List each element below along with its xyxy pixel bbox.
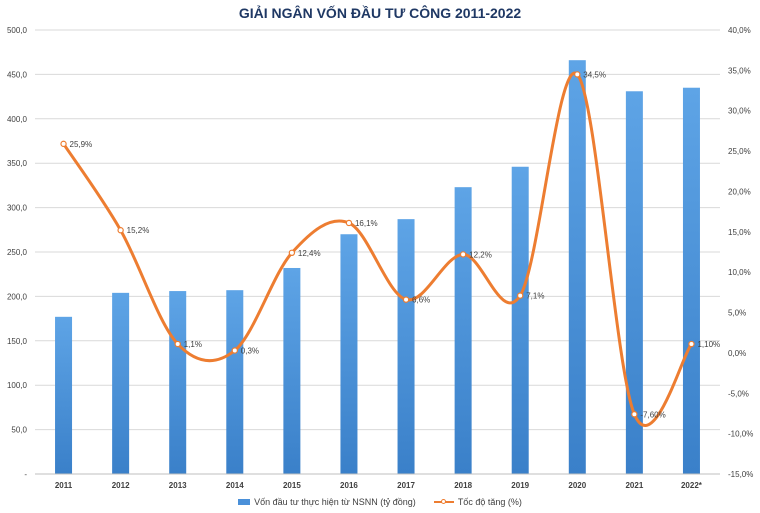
x-tick-label: 2017 <box>397 481 415 490</box>
x-tick-label: 2019 <box>511 481 529 490</box>
bar <box>454 187 472 474</box>
line-marker <box>517 292 524 299</box>
data-label: 12,2% <box>469 250 492 259</box>
y-right-tick-label: 5,0% <box>728 309 746 318</box>
data-labels: 25,9% 15,2% 1,1% 0,3% 12,4% 16,1% 6,6% 12,2% 7,1… <box>70 70 721 419</box>
y-right-tick-label: 10,0% <box>728 268 751 277</box>
line-marker <box>60 140 67 148</box>
line-marker <box>459 251 467 258</box>
chart-title: GIẢI NGÂN VỐN ĐẦU TƯ CÔNG 2011-2022 <box>238 5 522 21</box>
y-left-tick-label: 150,0 <box>7 337 28 346</box>
y-right-tick-label: 35,0% <box>728 66 751 75</box>
y-right-tick-label: 0,0% <box>728 349 746 358</box>
bar <box>226 290 244 474</box>
line-marker <box>288 249 296 257</box>
bar <box>397 219 415 474</box>
y-right-tick-label: -10,0% <box>728 430 753 439</box>
x-tick-label: 2011 <box>55 481 73 490</box>
y-left-tick-label: 100,0 <box>7 381 28 390</box>
y-left-tick-label: 50,0 <box>11 426 27 435</box>
x-tick-label: 2021 <box>625 481 643 490</box>
bar <box>340 234 358 474</box>
x-tick-label: 2022* <box>681 481 703 490</box>
axes: - 50,0 100,0 150,0 200,0 250,0 300,0 350,0 400,0… <box>7 26 753 490</box>
data-label: 1,1% <box>184 340 202 349</box>
data-label: 6,6% <box>412 296 430 305</box>
data-label: 12,4% <box>298 249 321 258</box>
y-left-tick-label: 250,0 <box>7 248 28 257</box>
bar <box>568 60 586 474</box>
legend-line-swatch <box>433 499 454 504</box>
y-right-tick-label: 15,0% <box>728 228 751 237</box>
legend-item-bar: Vốn đầu tư thực hiện từ NSNN (tỷ đồng) <box>238 497 416 507</box>
data-label: 16,1% <box>355 219 378 228</box>
x-tick-label: 2013 <box>169 481 187 490</box>
bar-series <box>55 60 700 474</box>
line-marker <box>117 227 124 234</box>
y-left-tick-label: 300,0 <box>7 204 28 213</box>
x-tick-label: 2018 <box>454 481 472 490</box>
line-marker <box>402 296 410 303</box>
y-right-tick-label: -15,0% <box>728 470 753 479</box>
y-right-tick-label: 20,0% <box>728 187 751 196</box>
line-marker <box>345 219 353 227</box>
data-label: 7,1% <box>526 292 544 301</box>
x-tick-label: 2020 <box>568 481 586 490</box>
bar <box>112 292 130 474</box>
line-marker <box>631 411 638 418</box>
y-left-tick-label: 500,0 <box>7 26 28 35</box>
legend-bar-swatch <box>238 499 251 505</box>
y-left-tick-label: 200,0 <box>7 292 28 301</box>
bar <box>625 91 643 474</box>
growth-rate-line <box>62 71 693 427</box>
bar <box>283 267 301 474</box>
bar <box>511 166 529 474</box>
y-left-tick-label: - <box>24 470 27 479</box>
x-tick-label: 2016 <box>340 481 358 490</box>
legend-bar-label: Vốn đầu tư thực hiện từ NSNN (tỷ đồng) <box>254 497 416 507</box>
line-series <box>60 71 695 427</box>
legend-item-line: Tốc độ tăng (%) <box>433 497 522 507</box>
x-tick-label: 2015 <box>283 481 301 490</box>
data-label: 15,2% <box>127 226 150 235</box>
data-label: 0,3% <box>241 346 259 355</box>
x-tick-label: 2014 <box>226 481 244 490</box>
bar <box>682 87 700 474</box>
y-right-tick-label: 25,0% <box>728 147 751 156</box>
data-label: 25,9% <box>70 140 93 149</box>
x-tick-label: 2012 <box>112 481 130 490</box>
line-marker <box>174 340 181 348</box>
data-label: -7,60% <box>640 410 665 419</box>
y-left-tick-label: 450,0 <box>7 70 28 79</box>
line-marker <box>574 71 581 78</box>
legend-line-label: Tốc độ tăng (%) <box>457 497 522 507</box>
y-left-tick-label: 400,0 <box>7 115 28 124</box>
legend: Vốn đầu tư thực hiện từ NSNN (tỷ đồng) T… <box>0 497 760 507</box>
line-marker <box>688 340 695 348</box>
grid-lines <box>35 29 720 475</box>
line-marker <box>231 347 238 354</box>
y-right-tick-label: 30,0% <box>728 107 751 116</box>
data-label: 34,5% <box>583 70 606 79</box>
y-right-tick-label: -5,0% <box>728 389 749 398</box>
bar <box>55 316 73 474</box>
bar <box>169 291 187 474</box>
data-label: 1,10% <box>697 340 720 349</box>
y-right-tick-label: 40,0% <box>728 26 751 35</box>
y-left-tick-label: 350,0 <box>7 159 28 168</box>
